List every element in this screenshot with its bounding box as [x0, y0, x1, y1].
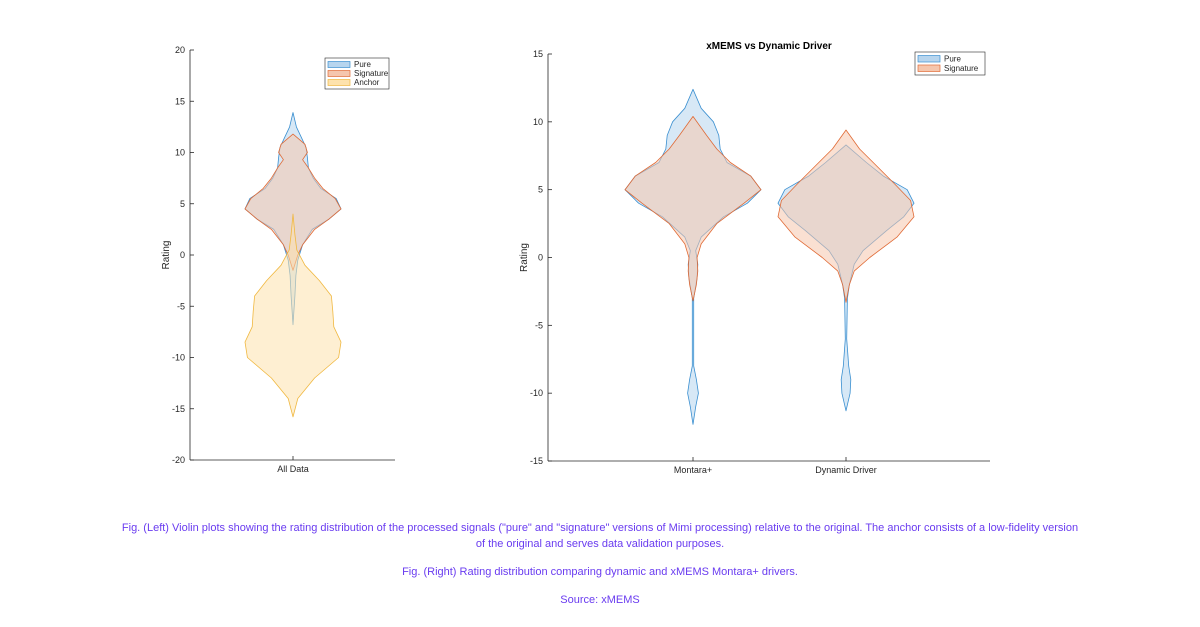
- violin-signature-all-data: [244, 133, 342, 271]
- legend-swatch-signature: [327, 70, 351, 77]
- y-tick-label: 0: [180, 250, 185, 260]
- y-tick-label: 5: [538, 185, 543, 195]
- y-tick-label: 0: [538, 253, 543, 263]
- y-tick-label: -15: [530, 456, 543, 466]
- y-tick-label: 10: [533, 117, 543, 127]
- y-axis-label: Rating: [161, 241, 172, 270]
- violin-signature-dynamic-driver: [777, 129, 915, 303]
- legend-swatch-anchor: [327, 79, 351, 86]
- caption-right-figure: Fig. (Right) Rating distribution compari…: [402, 566, 798, 578]
- y-tick-label: -5: [177, 301, 185, 311]
- y-tick-label: 5: [180, 199, 185, 209]
- chart-title: xMEMS vs Dynamic Driver: [706, 41, 832, 52]
- caption-left-figure: Fig. (Left) Violin plots showing the rat…: [121, 522, 1079, 550]
- y-tick-label: 20: [175, 45, 185, 55]
- y-tick-label: -10: [172, 353, 185, 363]
- x-tick-label-all-data: All Data: [277, 464, 309, 474]
- legend-swatch-pure: [917, 55, 941, 63]
- chart-left: -20 -15 -10 -5 0 5 10 15 20 All Data Rating PureSig…: [161, 45, 395, 474]
- y-tick-label: 15: [533, 49, 543, 59]
- caption-source: Source: xMEMS: [560, 594, 640, 606]
- legend-label-signature: Signature: [354, 69, 389, 78]
- legend-label-signature: Signature: [944, 64, 979, 73]
- y-tick-label: 15: [175, 96, 185, 106]
- y-tick-label: 10: [175, 148, 185, 158]
- y-tick-label: -10: [530, 388, 543, 398]
- legend-label-anchor: Anchor: [354, 78, 380, 87]
- violin-signature-montara: [624, 116, 762, 302]
- y-axis-label: Rating: [519, 243, 530, 272]
- x-tick-label-dynamic-driver: Dynamic Driver: [815, 465, 877, 475]
- legend-swatch-signature: [917, 64, 941, 72]
- y-tick-label: -20: [172, 455, 185, 465]
- violin-anchor-all-data: [244, 213, 342, 418]
- y-tick-label: -15: [172, 404, 185, 414]
- legend-swatch-pure: [327, 61, 351, 68]
- y-tick-label: -5: [535, 320, 543, 330]
- legend-label-pure: Pure: [944, 55, 961, 64]
- legend-label-pure: Pure: [354, 60, 371, 69]
- chart-right: -15 -10 -5 0 5 10 15 Montara+ Dynamic Driver Rati…: [519, 41, 990, 475]
- x-tick-label-montara: Montara+: [674, 465, 712, 475]
